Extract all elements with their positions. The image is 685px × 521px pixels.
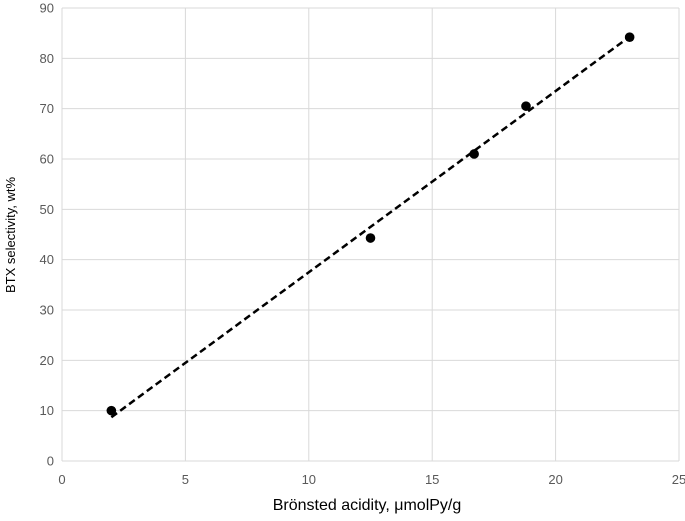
x-axis-title: Brönsted acidity, μmolPy/g xyxy=(273,497,462,514)
data-point xyxy=(365,233,376,243)
y-tick-label: 20 xyxy=(40,353,54,368)
trendline-layer xyxy=(110,35,631,419)
x-tick-label: 25 xyxy=(672,472,685,487)
data-point xyxy=(469,149,479,159)
trendline xyxy=(110,35,631,419)
y-tick-label: 80 xyxy=(40,51,54,66)
x-tick-label: 15 xyxy=(425,472,439,487)
y-tick-label: 0 xyxy=(47,454,54,469)
y-axis-title: BTX selectivity, wt% xyxy=(3,177,18,294)
grid-layer xyxy=(62,7,680,461)
y-tick-label: 10 xyxy=(40,403,54,418)
y-tick-label: 60 xyxy=(40,152,54,167)
y-tick-label: 50 xyxy=(40,202,54,217)
x-tick-label: 5 xyxy=(182,472,189,487)
x-tick-label: 10 xyxy=(302,472,316,487)
x-tick-label: 20 xyxy=(548,472,562,487)
y-tick-label: 70 xyxy=(40,101,54,116)
y-tick-label: 90 xyxy=(40,1,54,16)
data-point xyxy=(624,32,635,42)
y-tick-label: 30 xyxy=(40,303,54,318)
y-tick-label: 40 xyxy=(40,252,54,267)
data-point xyxy=(521,101,531,111)
tick-labels-layer: 0 10 20 30 40 50 60 70 80 90 0 5 10 15 20 25 xyxy=(40,1,685,488)
points-layer xyxy=(106,32,635,416)
axes-layer xyxy=(61,8,679,462)
x-tick-label: 0 xyxy=(58,472,65,487)
data-point xyxy=(106,405,117,416)
